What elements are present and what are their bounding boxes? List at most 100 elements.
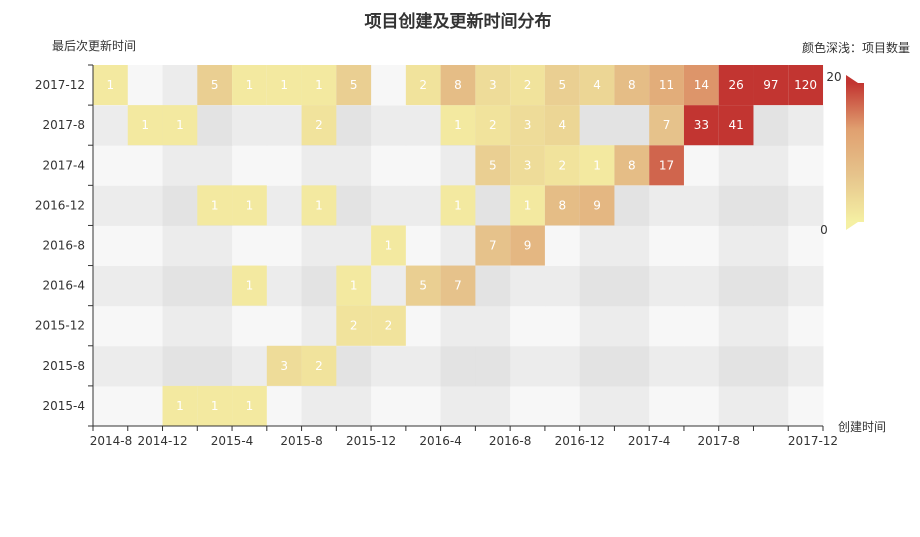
heatmap-cell[interactable] bbox=[510, 225, 545, 266]
background-band bbox=[197, 345, 233, 387]
cell-value-label: 9 bbox=[524, 239, 532, 253]
heatmap-cell[interactable] bbox=[614, 145, 650, 186]
heatmap-cell[interactable] bbox=[301, 105, 337, 146]
y-tick-label: 2017-4 bbox=[42, 158, 85, 172]
heatmap-cell[interactable] bbox=[544, 185, 580, 226]
heatmap-cell[interactable] bbox=[510, 105, 545, 146]
visual-map-bar[interactable] bbox=[846, 83, 864, 222]
heatmap-cell[interactable] bbox=[232, 265, 267, 306]
background-band bbox=[197, 265, 233, 307]
heatmap-cell[interactable] bbox=[475, 145, 511, 186]
background-band bbox=[544, 385, 581, 427]
visual-map: 颜色深浅：项目数量 20 0 bbox=[802, 40, 910, 237]
heatmap-cell[interactable] bbox=[475, 65, 511, 106]
heatmap-cell[interactable] bbox=[614, 65, 650, 106]
y-tick-label: 2016-4 bbox=[42, 279, 85, 293]
heatmap-cell[interactable] bbox=[232, 65, 267, 106]
heatmap-cell[interactable] bbox=[93, 65, 128, 106]
background-band bbox=[718, 185, 754, 226]
visual-map-min-handle[interactable] bbox=[846, 222, 858, 230]
background-band bbox=[93, 385, 129, 427]
background-band bbox=[197, 305, 233, 347]
background-band bbox=[788, 105, 824, 146]
background-band bbox=[162, 225, 198, 267]
heatmap-cell[interactable] bbox=[579, 65, 615, 106]
heatmap-cell[interactable] bbox=[127, 105, 163, 146]
background-band bbox=[753, 145, 789, 186]
x-axis: 2014-8 2014-12 2015-4 2015-8 2015-12 2016-4 20… bbox=[90, 425, 838, 448]
background-band bbox=[336, 185, 372, 226]
cell-value-label: 8 bbox=[628, 158, 636, 172]
background-band bbox=[683, 145, 720, 186]
background-band bbox=[266, 105, 303, 146]
heatmap-cell[interactable] bbox=[544, 65, 580, 106]
cell-value-label: 1 bbox=[280, 78, 288, 92]
heatmap-cell[interactable] bbox=[266, 65, 302, 106]
heatmap-cell[interactable] bbox=[405, 265, 441, 306]
x-tick-label: 2017-8 bbox=[697, 434, 740, 448]
heatmap-cell[interactable] bbox=[510, 65, 545, 106]
visual-map-max-handle[interactable] bbox=[846, 75, 858, 83]
cell-value-label: 1 bbox=[524, 198, 532, 212]
background-band bbox=[544, 345, 581, 387]
heatmap-cell[interactable] bbox=[510, 185, 545, 226]
heatmap-cell[interactable] bbox=[232, 385, 267, 426]
heatmap-cell[interactable] bbox=[510, 145, 545, 186]
heatmap-cell[interactable] bbox=[197, 385, 233, 426]
heatmap-cell[interactable] bbox=[683, 105, 719, 146]
background-band bbox=[301, 305, 337, 347]
cell-value-label: 33 bbox=[694, 118, 709, 132]
background-band bbox=[405, 385, 442, 427]
background-band bbox=[266, 305, 303, 347]
cell-value-label: 5 bbox=[558, 78, 566, 92]
background-band bbox=[266, 145, 303, 186]
background-band bbox=[649, 305, 685, 347]
heatmap-cell[interactable] bbox=[162, 385, 198, 426]
heatmap-cell[interactable] bbox=[232, 185, 267, 226]
cell-value-label: 3 bbox=[524, 158, 532, 172]
heatmap-cell[interactable] bbox=[301, 185, 337, 226]
heatmap-cell[interactable] bbox=[371, 225, 406, 266]
cell-value-label: 97 bbox=[763, 78, 778, 92]
heatmap-cell[interactable] bbox=[162, 105, 198, 146]
heatmap-cell[interactable] bbox=[683, 65, 719, 106]
heatmap-cell[interactable] bbox=[371, 305, 406, 346]
heatmap-cell[interactable] bbox=[788, 65, 823, 106]
heatmap-cell[interactable] bbox=[475, 105, 511, 146]
cell-value-label: 14 bbox=[694, 78, 709, 92]
background-band bbox=[301, 265, 337, 307]
cell-labels: 1 1 13 22 21 1 5 71 7 91 1 1 1 1 8 95 3 2 1 8 171 1 2 1 2 3 4 7 33 41… bbox=[107, 78, 818, 413]
heatmap-cell[interactable] bbox=[718, 65, 754, 106]
heatmap-cell[interactable] bbox=[753, 65, 789, 106]
heatmap-cell[interactable] bbox=[405, 65, 441, 106]
heatmap-cell[interactable] bbox=[336, 305, 372, 346]
heatmap-cell[interactable] bbox=[440, 65, 476, 106]
heatmap-cell[interactable] bbox=[440, 185, 476, 226]
heatmap-cell[interactable] bbox=[440, 265, 476, 306]
background-band bbox=[93, 345, 129, 387]
heatmap-cell[interactable] bbox=[301, 65, 337, 106]
heatmap-cell[interactable] bbox=[649, 105, 684, 146]
heatmap-cell[interactable] bbox=[197, 185, 233, 226]
background-band bbox=[197, 105, 233, 146]
cell-value-label: 7 bbox=[454, 279, 462, 293]
heatmap-cell[interactable] bbox=[266, 345, 302, 386]
heatmap-cell[interactable] bbox=[649, 65, 684, 106]
heatmap-cell[interactable] bbox=[544, 105, 580, 146]
heatmap-cell[interactable] bbox=[197, 65, 233, 106]
background-band bbox=[162, 265, 198, 307]
heatmap-cell[interactable] bbox=[649, 145, 684, 186]
heatmap-cell[interactable] bbox=[718, 105, 754, 146]
background-band bbox=[579, 105, 615, 146]
heatmap-cell[interactable] bbox=[440, 105, 476, 146]
background-band bbox=[614, 345, 650, 387]
cell-value-label: 1 bbox=[593, 158, 601, 172]
heatmap-cell[interactable] bbox=[336, 65, 372, 106]
heatmap-cell[interactable] bbox=[475, 225, 511, 266]
background-band bbox=[718, 385, 754, 427]
heatmap-cell[interactable] bbox=[544, 145, 580, 186]
heatmap-cell[interactable] bbox=[336, 265, 372, 306]
heatmap-cell[interactable] bbox=[579, 185, 615, 226]
heatmap-cell[interactable] bbox=[301, 345, 337, 386]
heatmap-cell[interactable] bbox=[579, 145, 615, 186]
